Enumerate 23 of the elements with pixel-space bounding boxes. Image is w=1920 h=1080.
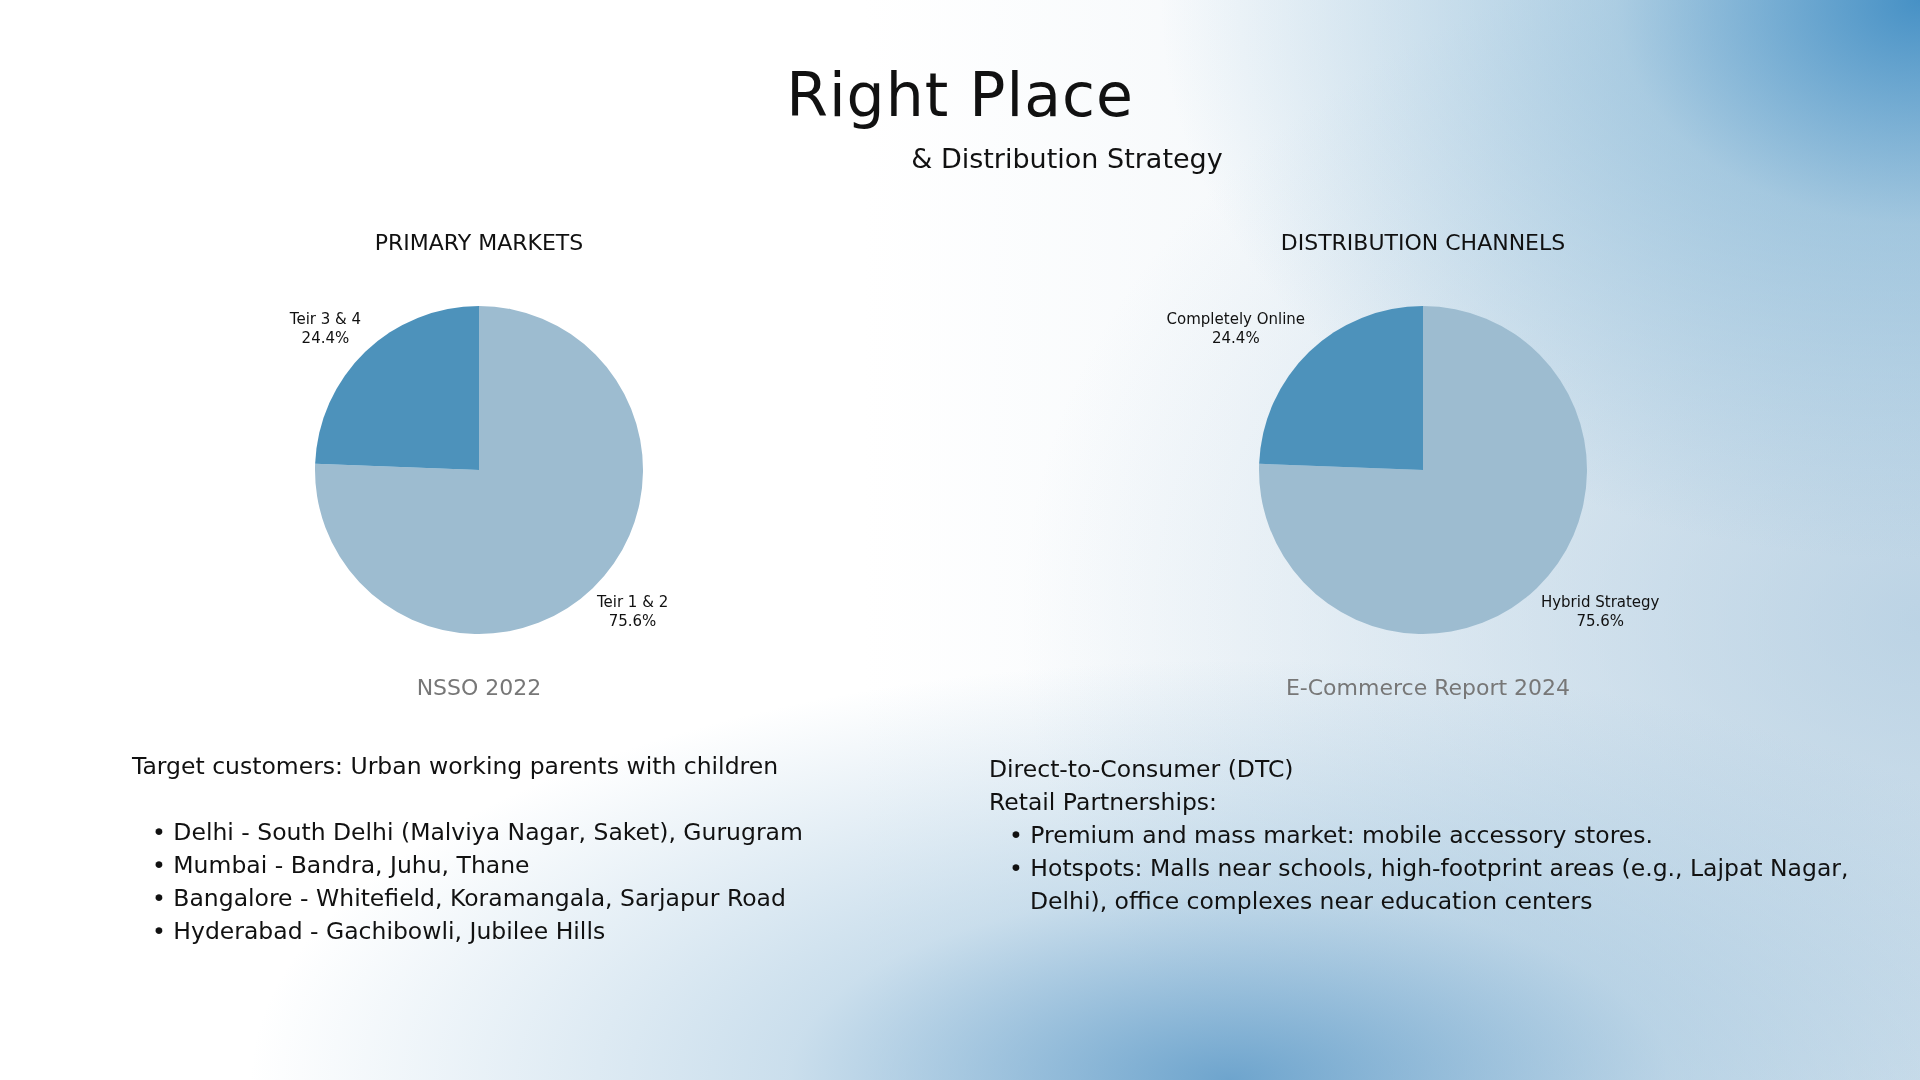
- slice-label: Teir 3 & 4: [288, 310, 362, 329]
- slice-label: Hybrid Strategy: [1540, 592, 1660, 611]
- data-label: 24.4%: [1212, 329, 1260, 348]
- text: Right Place: [786, 60, 1134, 130]
- text: Target customers: Urban working parents with children: [132, 751, 779, 782]
- text: • Bangalore - Whitefield, Koramangala, Sarjapur Road: [151, 883, 787, 914]
- text: • Delhi - South Delhi (Malviya Nagar, Saket), Gurugram: [151, 817, 804, 848]
- data-label: 24.4%: [301, 329, 350, 348]
- text: • Hyderabad - Gachibowli, Jubilee Hills: [151, 916, 607, 947]
- text: Direct-to-Consumer (DTC): [989, 754, 1294, 785]
- text: • Hotspots: Malls near schools, high-footprint areas (e.g., Lajpat Nagar, Delhi), office complexes near education centers: [1008, 853, 1850, 917]
- text: & Distribution Strategy: [911, 142, 1223, 176]
- text: NSSO 2022: [416, 674, 542, 702]
- slice-label: Completely Online: [1166, 310, 1306, 329]
- text: E-Commerce Report 2024: [1285, 674, 1571, 702]
- slice-label: Teir 1 & 2: [595, 592, 669, 611]
- data-label: 75.6%: [608, 611, 657, 630]
- text: • Premium and mass market: mobile accessory stores.: [1008, 820, 1654, 851]
- text: • Mumbai - Bandra, Juhu, Thane: [151, 850, 531, 881]
- chart-title: DISTRIBUTION CHANNELS: [1280, 229, 1566, 255]
- data-label: 75.6%: [1576, 611, 1625, 630]
- chart-title: PRIMARY MARKETS: [374, 229, 584, 255]
- text: Retail Partnerships:: [989, 787, 1218, 818]
